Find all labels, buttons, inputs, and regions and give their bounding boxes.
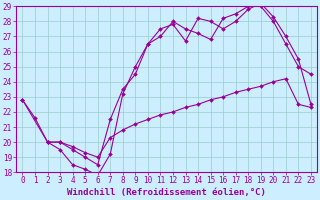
X-axis label: Windchill (Refroidissement éolien,°C): Windchill (Refroidissement éolien,°C) (67, 188, 266, 197)
